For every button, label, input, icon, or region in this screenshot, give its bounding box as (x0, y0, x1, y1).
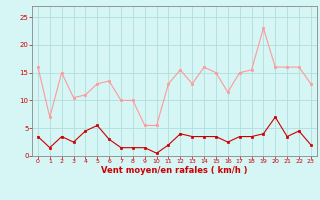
X-axis label: Vent moyen/en rafales ( km/h ): Vent moyen/en rafales ( km/h ) (101, 166, 248, 175)
